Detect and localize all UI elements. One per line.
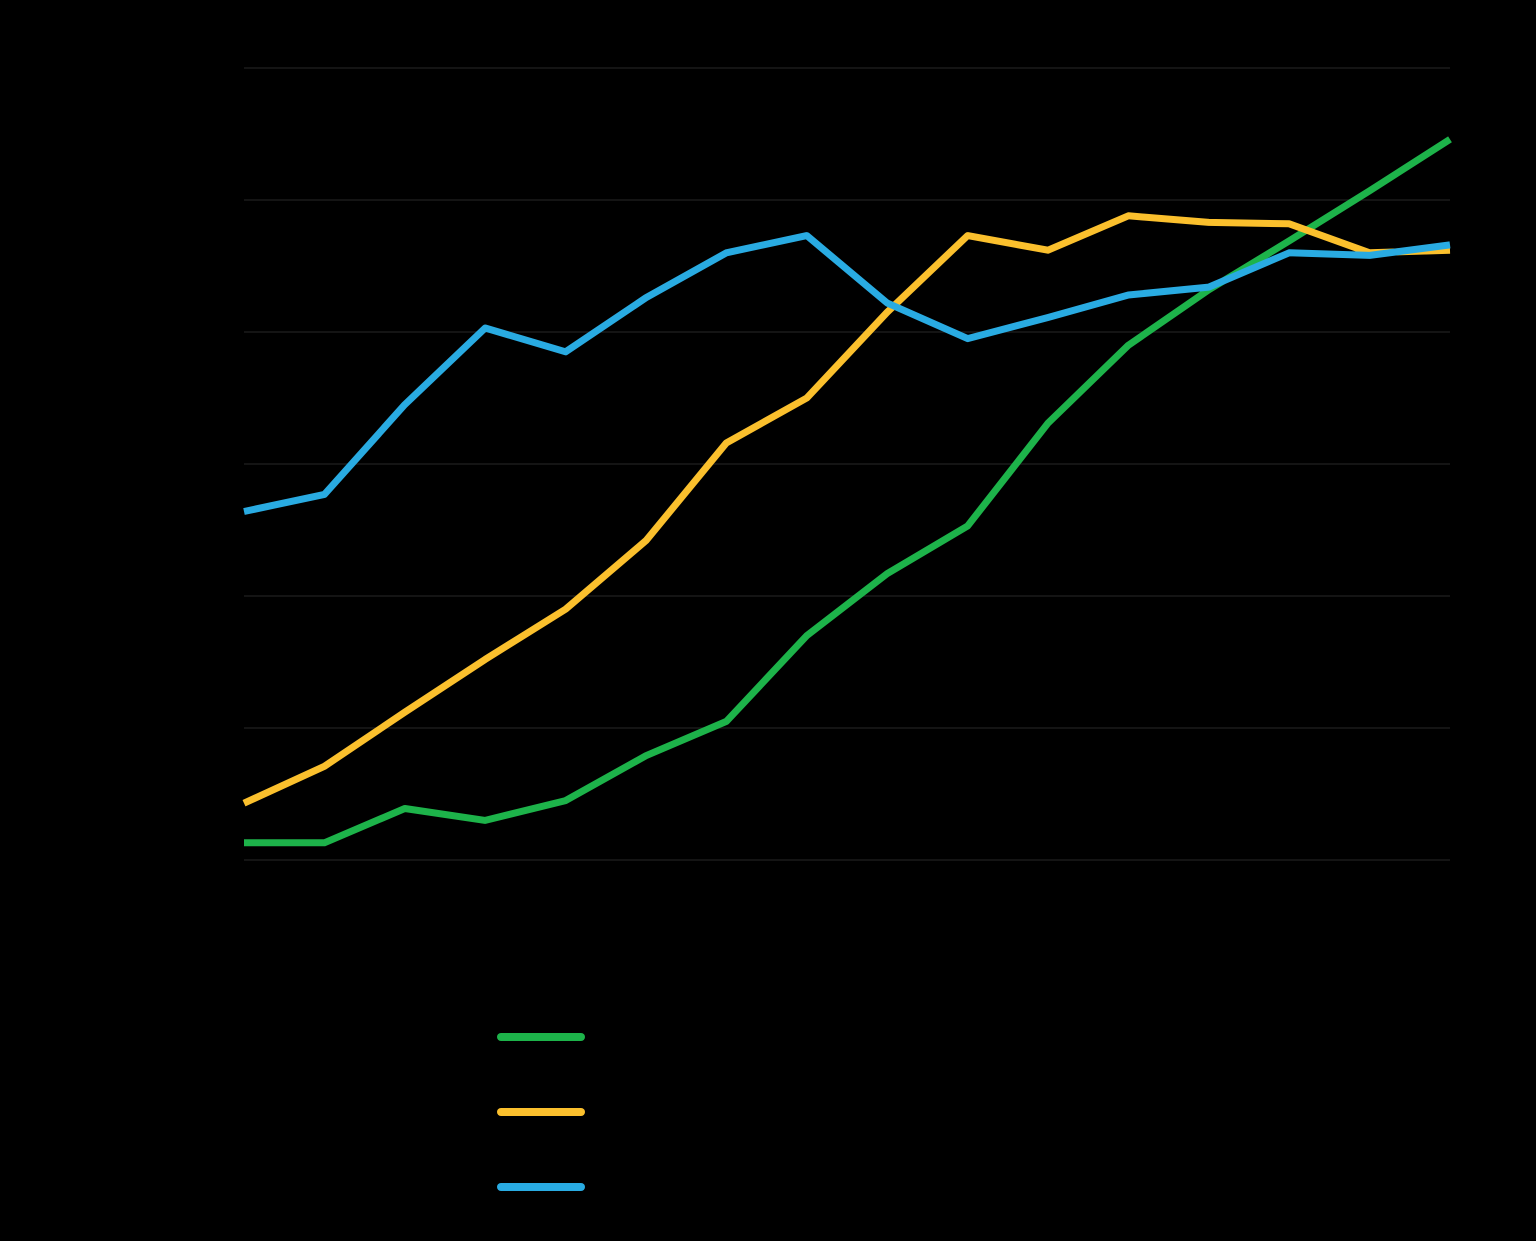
- series-line-2: [242, 212, 1451, 807]
- series-line-1: [244, 136, 1452, 847]
- series-line-3: [243, 232, 1451, 515]
- series-lines: [242, 136, 1452, 847]
- gridlines: [244, 67, 1450, 861]
- legend: [497, 1033, 585, 1191]
